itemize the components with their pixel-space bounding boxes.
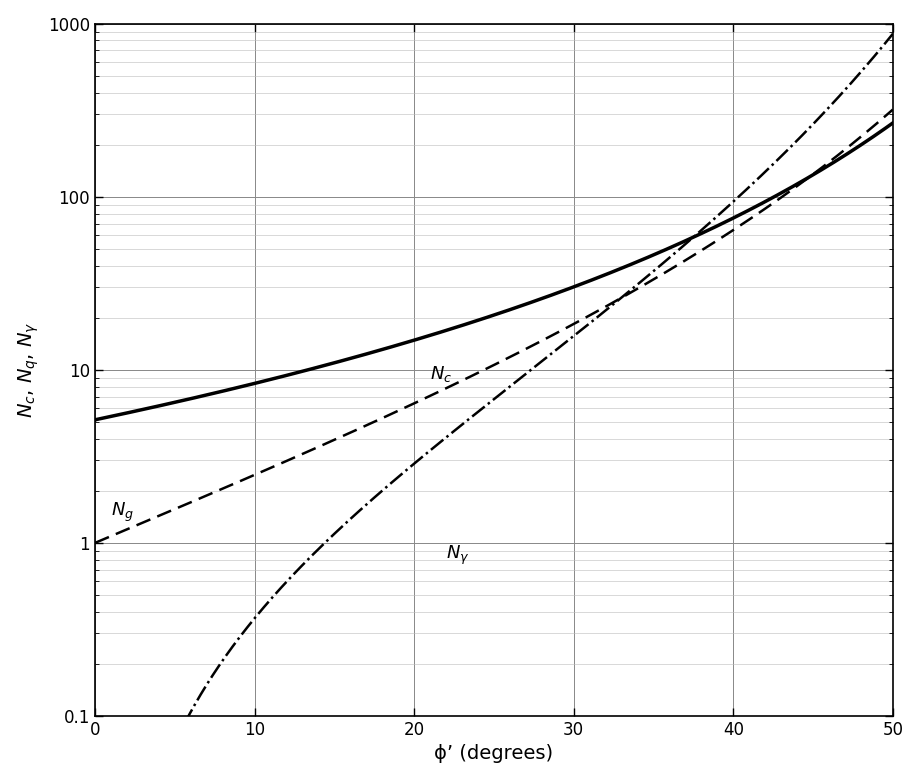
Text: $N_g$: $N_g$ <box>111 501 134 524</box>
Y-axis label: $N_c$, $N_q$, $N_\gamma$: $N_c$, $N_q$, $N_\gamma$ <box>17 321 41 418</box>
Text: $N_\gamma$: $N_\gamma$ <box>446 544 469 566</box>
Text: $N_c$: $N_c$ <box>430 363 452 384</box>
X-axis label: ϕ’ (degrees): ϕ’ (degrees) <box>434 744 553 764</box>
